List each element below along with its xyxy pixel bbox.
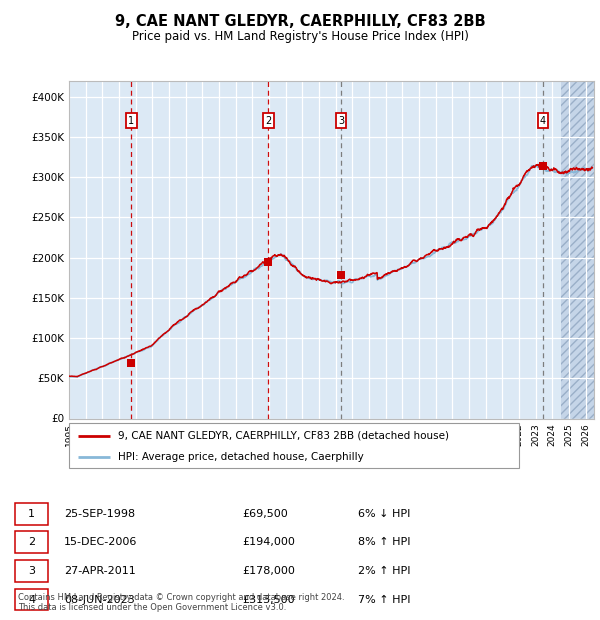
FancyBboxPatch shape	[15, 531, 48, 553]
Text: 2% ↑ HPI: 2% ↑ HPI	[358, 566, 410, 576]
Text: 2: 2	[28, 538, 35, 547]
Text: £313,500: £313,500	[242, 595, 295, 604]
Text: 6% ↓ HPI: 6% ↓ HPI	[358, 508, 410, 519]
Bar	[560, 81, 594, 419]
Text: HPI: Average price, detached house, Caerphilly: HPI: Average price, detached house, Caer…	[119, 452, 364, 462]
Text: 27-APR-2011: 27-APR-2011	[64, 566, 136, 576]
Text: Price paid vs. HM Land Registry's House Price Index (HPI): Price paid vs. HM Land Registry's House …	[131, 30, 469, 43]
Text: 9, CAE NANT GLEDYR, CAERPHILLY, CF83 2BB (detached house): 9, CAE NANT GLEDYR, CAERPHILLY, CF83 2BB…	[119, 430, 449, 441]
Text: 8% ↑ HPI: 8% ↑ HPI	[358, 538, 410, 547]
Text: 1: 1	[128, 116, 134, 126]
Text: £194,000: £194,000	[242, 538, 295, 547]
FancyBboxPatch shape	[15, 560, 48, 582]
Text: 2: 2	[265, 116, 271, 126]
Text: 9, CAE NANT GLEDYR, CAERPHILLY, CF83 2BB: 9, CAE NANT GLEDYR, CAERPHILLY, CF83 2BB	[115, 14, 485, 29]
Text: £178,000: £178,000	[242, 566, 295, 576]
Text: 7% ↑ HPI: 7% ↑ HPI	[358, 595, 410, 604]
Text: 4: 4	[540, 116, 546, 126]
FancyBboxPatch shape	[15, 588, 48, 611]
FancyBboxPatch shape	[15, 503, 48, 525]
Text: 25-SEP-1998: 25-SEP-1998	[64, 508, 135, 519]
FancyBboxPatch shape	[69, 423, 519, 468]
Text: 4: 4	[28, 595, 35, 604]
Text: Contains HM Land Registry data © Crown copyright and database right 2024.
This d: Contains HM Land Registry data © Crown c…	[18, 593, 344, 613]
Text: 08-JUN-2023: 08-JUN-2023	[64, 595, 134, 604]
Text: £69,500: £69,500	[242, 508, 288, 519]
Text: 15-DEC-2006: 15-DEC-2006	[64, 538, 137, 547]
Text: 3: 3	[338, 116, 344, 126]
Text: 3: 3	[28, 566, 35, 576]
Text: 1: 1	[28, 508, 35, 519]
